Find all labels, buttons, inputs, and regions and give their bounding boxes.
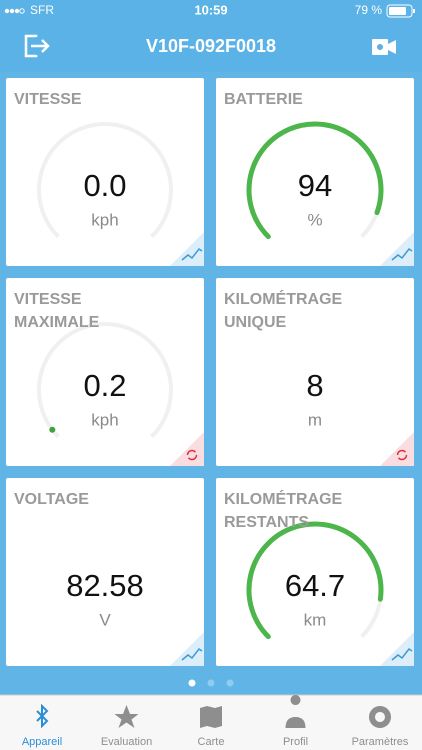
tile-title: VOLTAGE bbox=[14, 491, 89, 508]
tile-value: 8 bbox=[306, 368, 323, 403]
tile-unit: m bbox=[308, 410, 322, 429]
tile-card bbox=[216, 78, 414, 266]
header-bar bbox=[0, 0, 422, 72]
tile-title: MAXIMALE bbox=[14, 314, 100, 331]
tile-value: 94 bbox=[298, 168, 332, 203]
tile-unit: km bbox=[304, 610, 327, 629]
tile[interactable]: VITESSE 0.0 kph bbox=[6, 78, 204, 266]
tile-value: 0.0 bbox=[83, 168, 126, 203]
tab-label: Carte bbox=[198, 736, 225, 748]
tile-title: VITESSE bbox=[14, 91, 82, 108]
reset-icon bbox=[396, 449, 408, 461]
tile-unit: kph bbox=[91, 210, 118, 229]
tile-value: 82.58 bbox=[66, 568, 144, 603]
tile-card bbox=[6, 478, 204, 666]
tile-unit: % bbox=[307, 210, 322, 229]
camera-button[interactable] bbox=[372, 39, 396, 55]
tab[interactable]: Evaluation bbox=[101, 705, 152, 748]
tile-title: VITESSE bbox=[14, 291, 82, 308]
tab-icon bbox=[285, 695, 306, 728]
history-icon bbox=[391, 647, 413, 661]
tab-icon bbox=[200, 706, 222, 728]
history-badge[interactable] bbox=[170, 232, 204, 266]
tiles: VITESSE 0.0 kph BATTERIE 94% VITESSE MAXIMALE 0… bbox=[6, 78, 414, 666]
tab-icon bbox=[368, 706, 391, 728]
tile-title: KILOMÉTRAGE bbox=[224, 489, 343, 508]
tab-label: Evaluation bbox=[101, 736, 152, 748]
history-badge[interactable] bbox=[380, 232, 414, 266]
tile-card bbox=[6, 78, 204, 266]
battery-icon bbox=[386, 4, 415, 18]
tile-card bbox=[216, 278, 414, 466]
carrier: SFR bbox=[30, 3, 54, 17]
tab[interactable]: Paramètres bbox=[352, 706, 409, 748]
gauge-dot bbox=[49, 426, 56, 433]
tab-label: Appareil bbox=[22, 736, 62, 748]
tabs: Appareil Evaluation Carte Profil Paramètres bbox=[22, 695, 409, 748]
tile-card bbox=[216, 478, 414, 666]
gauge-arc bbox=[246, 521, 384, 640]
gauge-track bbox=[37, 322, 173, 439]
tile-title: RESTANTS bbox=[224, 514, 309, 531]
tile-value: 64.7 bbox=[285, 568, 345, 603]
tile-title: BATTERIE bbox=[224, 91, 303, 108]
history-icon bbox=[181, 647, 203, 661]
tab-icon bbox=[36, 703, 49, 729]
tile-unit: kph bbox=[91, 410, 118, 429]
history-badge[interactable] bbox=[380, 632, 414, 666]
tab[interactable]: Carte bbox=[198, 706, 225, 748]
signal-icon bbox=[4, 8, 25, 14]
tab-label: Paramètres bbox=[352, 736, 409, 748]
tile-card bbox=[6, 278, 204, 466]
clock: 10:59 bbox=[194, 2, 227, 17]
tile[interactable]: KILOMÉTRAGE RESTANTS 64.7 km bbox=[216, 478, 414, 666]
tile[interactable]: KILOMÉTRAGE UNIQUE 8 m bbox=[216, 278, 414, 466]
tile[interactable]: BATTERIE 94% bbox=[216, 78, 414, 266]
history-badge[interactable] bbox=[170, 632, 204, 666]
tab-icon bbox=[114, 705, 139, 728]
device-title: V10F-092F0018 bbox=[146, 36, 276, 56]
tile-title: UNIQUE bbox=[224, 314, 287, 331]
battery-percent: 79 % bbox=[355, 3, 383, 17]
gauge-arc bbox=[246, 121, 384, 240]
tile-value: 0.2 bbox=[83, 368, 126, 403]
gauge-track bbox=[37, 122, 173, 239]
tab-label: Profil bbox=[283, 736, 308, 748]
tab[interactable]: Appareil bbox=[22, 703, 62, 748]
tile[interactable]: VOLTAGE 82.58 V bbox=[6, 478, 204, 666]
reset-icon bbox=[186, 449, 198, 461]
history-icon bbox=[181, 247, 203, 261]
page-dots bbox=[188, 679, 234, 687]
tab[interactable]: Profil bbox=[283, 695, 308, 748]
tile-title: KILOMÉTRAGE bbox=[224, 289, 343, 308]
tile-unit: V bbox=[99, 610, 111, 629]
tile[interactable]: VITESSE MAXIMALE 0.2 kph bbox=[6, 278, 204, 466]
exit-button[interactable] bbox=[24, 34, 50, 58]
history-icon bbox=[391, 247, 413, 261]
